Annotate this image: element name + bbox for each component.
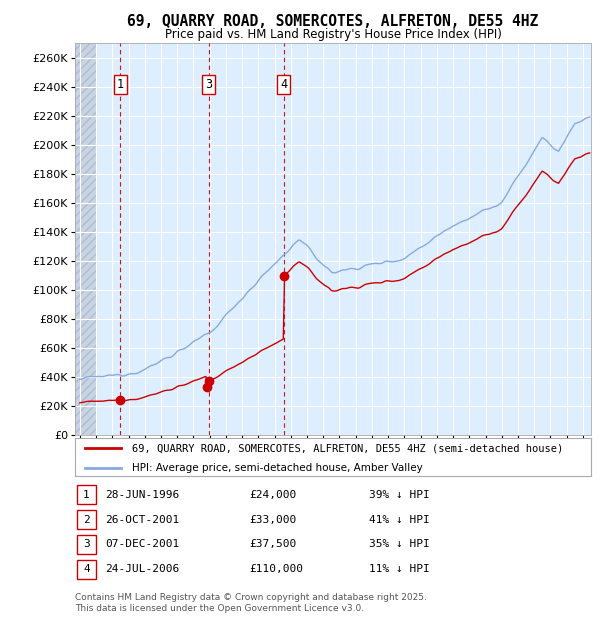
- Text: 35% ↓ HPI: 35% ↓ HPI: [369, 539, 430, 549]
- Text: 1: 1: [83, 490, 90, 500]
- Text: 07-DEC-2001: 07-DEC-2001: [105, 539, 179, 549]
- Text: 11% ↓ HPI: 11% ↓ HPI: [369, 564, 430, 574]
- Text: £37,500: £37,500: [249, 539, 296, 549]
- Text: 4: 4: [280, 78, 287, 91]
- Text: £24,000: £24,000: [249, 490, 296, 500]
- Text: 3: 3: [205, 78, 212, 91]
- Text: 69, QUARRY ROAD, SOMERCOTES, ALFRETON, DE55 4HZ (semi-detached house): 69, QUARRY ROAD, SOMERCOTES, ALFRETON, D…: [132, 443, 563, 453]
- Text: 2: 2: [83, 515, 90, 525]
- Text: 41% ↓ HPI: 41% ↓ HPI: [369, 515, 430, 525]
- Text: HPI: Average price, semi-detached house, Amber Valley: HPI: Average price, semi-detached house,…: [132, 463, 422, 472]
- Text: 24-JUL-2006: 24-JUL-2006: [105, 564, 179, 574]
- Text: 69, QUARRY ROAD, SOMERCOTES, ALFRETON, DE55 4HZ: 69, QUARRY ROAD, SOMERCOTES, ALFRETON, D…: [127, 14, 539, 29]
- Text: 3: 3: [83, 539, 90, 549]
- Text: £33,000: £33,000: [249, 515, 296, 525]
- Text: Contains HM Land Registry data © Crown copyright and database right 2025.
This d: Contains HM Land Registry data © Crown c…: [75, 593, 427, 613]
- Text: 26-OCT-2001: 26-OCT-2001: [105, 515, 179, 525]
- Text: Price paid vs. HM Land Registry's House Price Index (HPI): Price paid vs. HM Land Registry's House …: [164, 28, 502, 41]
- Text: 39% ↓ HPI: 39% ↓ HPI: [369, 490, 430, 500]
- Text: 4: 4: [83, 564, 90, 574]
- Text: £110,000: £110,000: [249, 564, 303, 574]
- Text: 1: 1: [117, 78, 124, 91]
- Text: 28-JUN-1996: 28-JUN-1996: [105, 490, 179, 500]
